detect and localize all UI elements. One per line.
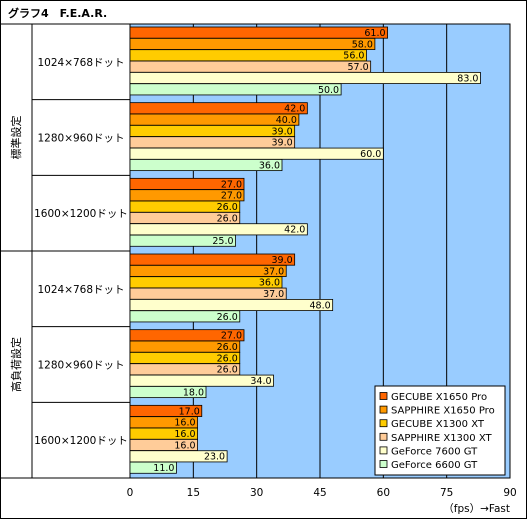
legend-label-0: GECUBE X1650 Pro — [391, 392, 487, 403]
bar-label-2-1: 27.0 — [221, 191, 242, 202]
x-tick-label-3: 45 — [313, 487, 326, 499]
bar-label-4-4: 34.0 — [250, 376, 271, 387]
bar-0-0 — [129, 26, 388, 39]
legend-swatch-2 — [379, 419, 388, 428]
bar-label-5-2: 16.0 — [174, 429, 195, 440]
legend-swatch-3 — [379, 432, 388, 441]
bar-label-3-4: 48.0 — [310, 300, 331, 311]
x-tick-label-2: 30 — [250, 487, 263, 499]
bar-label-5-4: 23.0 — [204, 452, 225, 463]
legend-label-1: SAPPHIRE X1650 Pro — [391, 406, 495, 417]
category-label-5: 1600×1200ドット — [34, 435, 128, 447]
bar-label-5-0: 17.0 — [179, 406, 200, 417]
bar-label-2-3: 26.0 — [217, 213, 238, 224]
legend-swatch-4 — [379, 446, 388, 455]
bar-label-0-4: 83.0 — [457, 73, 478, 84]
group-label-0: 標準設定 — [9, 116, 23, 160]
bar-label-2-4: 42.0 — [284, 225, 305, 236]
bar-label-0-2: 56.0 — [343, 51, 364, 62]
bar-label-5-5: 11.0 — [153, 463, 174, 474]
x-tick-label-4: 60 — [377, 487, 390, 499]
x-axis-label: （fps）→Fast — [443, 503, 510, 515]
bar-label-3-3: 37.0 — [263, 289, 284, 300]
bar-label-4-2: 26.0 — [217, 353, 238, 364]
x-tick-label-5: 75 — [440, 487, 453, 499]
legend-swatch-1 — [379, 405, 388, 414]
bar-1-5 — [129, 159, 283, 172]
bar-3-4 — [129, 298, 334, 311]
bar-label-0-1: 58.0 — [352, 39, 373, 50]
bar-label-5-3: 16.0 — [174, 440, 195, 451]
legend-label-2: GECUBE X1300 XT — [391, 419, 485, 430]
bar-5-4 — [129, 450, 228, 463]
bar-1-0 — [129, 102, 308, 115]
bar-label-0-3: 57.0 — [348, 62, 369, 73]
plot-area: 61.058.056.057.083.050.01024×768ドット42.04… — [0, 23, 517, 515]
bar-0-2 — [129, 49, 367, 62]
bar-label-3-0: 39.0 — [272, 255, 293, 266]
bar-1-3 — [129, 136, 296, 149]
bar-label-0-5: 50.0 — [318, 85, 339, 96]
x-tick-label-1: 15 — [187, 487, 200, 499]
bar-label-2-2: 26.0 — [217, 202, 238, 213]
category-label-4: 1280×960ドット — [37, 360, 124, 372]
bar-label-1-4: 60.0 — [360, 149, 381, 160]
legend-swatch-5 — [379, 460, 388, 468]
bar-0-3 — [129, 60, 372, 73]
bar-2-4 — [129, 223, 308, 236]
category-label-0: 1024×768ドット — [37, 57, 124, 69]
bar-label-2-5: 25.0 — [212, 236, 233, 247]
bar-2-5 — [129, 234, 236, 247]
bar-label-4-0: 27.0 — [221, 331, 242, 342]
bar-label-1-0: 42.0 — [284, 104, 305, 115]
bar-label-1-1: 40.0 — [276, 115, 297, 126]
bar-4-5 — [129, 386, 207, 399]
bar-label-3-5: 26.0 — [217, 312, 238, 323]
bar-label-5-1: 16.0 — [174, 418, 195, 429]
bar-label-4-1: 26.0 — [217, 342, 238, 353]
bar-1-2 — [129, 124, 296, 137]
category-label-1: 1280×960ドット — [37, 133, 124, 145]
legend-box — [374, 385, 506, 476]
bar-1-4 — [129, 147, 384, 160]
legend-swatch-0 — [379, 392, 388, 400]
bar-3-5 — [129, 310, 241, 323]
bar-label-4-3: 26.0 — [217, 365, 238, 376]
group-label-1: 高負荷設定 — [9, 337, 23, 392]
bar-0-1 — [129, 37, 376, 50]
bar-label-0-0: 61.0 — [364, 28, 385, 39]
bar-label-1-2: 39.0 — [272, 126, 293, 137]
bar-0-4 — [129, 72, 481, 85]
bar-5-5 — [129, 461, 177, 474]
category-label-3: 1024×768ドット — [37, 284, 124, 296]
chart-title: グラフ4 F.E.A.R. — [8, 6, 107, 20]
bar-0-5 — [129, 83, 342, 96]
legend-label-5: GeForce 6600 GT — [391, 460, 478, 471]
legend-label-4: GeForce 7600 GT — [391, 446, 478, 457]
bar-label-4-5: 18.0 — [183, 387, 204, 398]
legend-label-3: SAPPHIRE X1300 XT — [391, 433, 493, 444]
bar-1-1 — [129, 113, 300, 126]
bar-3-0 — [129, 253, 296, 266]
bar-label-2-0: 27.0 — [221, 179, 242, 190]
x-tick-label-6: 90 — [503, 487, 516, 499]
bar-label-3-2: 36.0 — [259, 278, 280, 289]
bar-label-1-5: 36.0 — [259, 160, 280, 171]
bar-label-1-3: 39.0 — [272, 138, 293, 149]
x-tick-label-0: 0 — [127, 487, 134, 499]
category-label-2: 1600×1200ドット — [34, 208, 128, 220]
bar-label-3-1: 37.0 — [263, 266, 284, 277]
